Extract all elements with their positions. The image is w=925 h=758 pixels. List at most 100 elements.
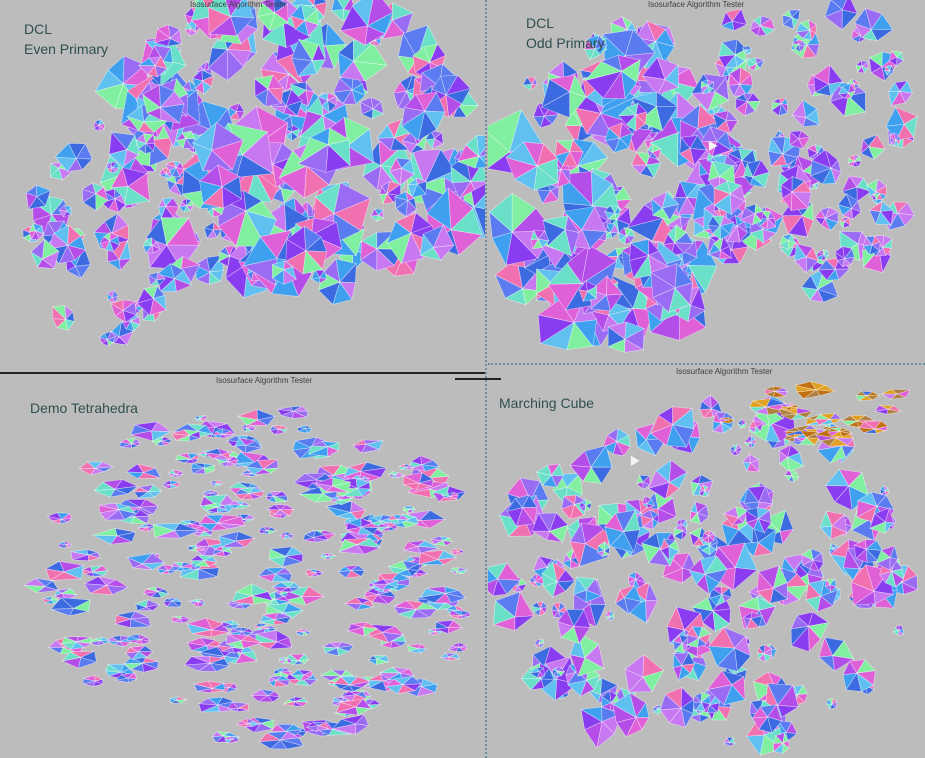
isosurface-render[interactable]: [488, 367, 925, 758]
isosurface-facet: [387, 514, 410, 525]
isosurface-facet: [370, 514, 399, 529]
isosurface-facet: [814, 206, 839, 232]
isosurface-facet: [772, 732, 790, 755]
isosurface-facet: [742, 611, 764, 630]
pane-divider-horizontal-left[interactable]: [0, 372, 485, 374]
isosurface-facet: [183, 655, 231, 672]
isosurface-facet: [171, 615, 193, 624]
isosurface-facet: [407, 643, 428, 654]
isosurface-facet: [528, 666, 546, 679]
isosurface-facet: [192, 69, 215, 95]
isosurface-facet: [650, 262, 694, 313]
pane-divider-horizontal-right[interactable]: [488, 363, 925, 365]
isosurface-render[interactable]: [488, 0, 925, 363]
isosurface-facet: [308, 441, 340, 457]
isosurface-facet: [889, 132, 901, 146]
isosurface-facet: [728, 66, 754, 97]
isosurface-facet: [367, 655, 390, 666]
isosurface-facet: [258, 731, 305, 750]
isosurface-facet: [114, 610, 151, 628]
isosurface-facet: [635, 474, 651, 490]
isosurface-facet: [329, 495, 354, 506]
isosurface-facet: [285, 225, 328, 275]
isosurface-facet: [869, 506, 895, 535]
isosurface-facet: [451, 567, 469, 574]
isosurface-facet: [193, 415, 208, 422]
isosurface-facet: [780, 175, 812, 212]
isosurface-facet: [297, 127, 351, 173]
isosurface-facet: [837, 82, 856, 99]
isosurface-facet: [853, 7, 894, 42]
isosurface-facet: [47, 224, 87, 265]
isosurface-facet: [584, 34, 608, 61]
isosurface-facet: [278, 531, 294, 539]
isosurface-facet: [771, 97, 789, 117]
isosurface-facet: [175, 453, 200, 464]
isosurface-facet: [303, 529, 329, 543]
isosurface-facet: [22, 577, 60, 594]
pane-label-line-2: Even Primary: [24, 41, 109, 57]
isosurface-facet: [271, 581, 302, 593]
isosurface-facet: [227, 701, 250, 713]
isosurface-facet: [156, 564, 177, 575]
isosurface-facet: [551, 601, 567, 619]
isosurface-facet: [650, 191, 680, 221]
isosurface-facet: [389, 157, 415, 186]
isosurface-facet: [228, 500, 251, 509]
isosurface-facet: [385, 675, 422, 695]
isosurface-facet: [885, 106, 919, 141]
isosurface-render[interactable]: [0, 376, 485, 758]
pane-divider-handle[interactable]: [455, 378, 501, 380]
viewport-dcl-odd-primary[interactable]: Isosurface Algorithm Tester DCL Odd Prim…: [488, 0, 925, 363]
isosurface-facet: [647, 459, 688, 500]
isosurface-facet: [879, 558, 905, 588]
isosurface-facet: [530, 512, 569, 543]
isosurface-facet: [554, 139, 584, 168]
isosurface-facet: [58, 204, 72, 218]
viewport-dcl-even-primary[interactable]: Isosurface Algorithm Tester DCL Even Pri…: [0, 0, 485, 372]
isosurface-facet: [133, 484, 163, 499]
isosurface-render[interactable]: [0, 0, 485, 372]
isosurface-facet: [793, 243, 819, 274]
isosurface-facet: [257, 526, 278, 534]
isosurface-facet: [440, 492, 460, 499]
isosurface-facet: [540, 74, 587, 119]
isosurface-facet: [764, 386, 788, 398]
isosurface-facet: [222, 620, 240, 630]
isosurface-facet: [780, 403, 800, 411]
isosurface-facet: [185, 617, 230, 638]
isosurface-facet: [604, 122, 633, 154]
isosurface-facet: [795, 19, 817, 41]
isosurface-facet: [290, 669, 313, 682]
window-title: Isosurface Algorithm Tester: [216, 376, 313, 385]
isosurface-facet: [719, 416, 735, 424]
isosurface-facet: [557, 608, 591, 645]
isosurface-facet: [398, 463, 415, 471]
isosurface-facet: [868, 200, 894, 226]
viewport-demo-tetrahedra[interactable]: Isosurface Algorithm Tester Demo Tetrahe…: [0, 376, 485, 758]
isosurface-facet: [815, 250, 830, 261]
isosurface-facet: [723, 506, 749, 526]
isosurface-facet: [794, 381, 835, 400]
isosurface-facet: [254, 74, 284, 108]
isosurface-facet: [30, 238, 60, 270]
isosurface-facet: [387, 471, 405, 478]
isosurface-facet: [541, 561, 576, 598]
window-title: Isosurface Algorithm Tester: [190, 0, 287, 9]
isosurface-facet: [837, 193, 862, 221]
isosurface-facet: [299, 486, 338, 503]
isosurface-facet: [818, 636, 855, 672]
isosurface-facet: [93, 479, 139, 498]
viewport-marching-cube[interactable]: Isosurface Algorithm Tester Marching Cub…: [488, 367, 925, 758]
isosurface-facet: [125, 463, 162, 480]
isosurface-facet: [883, 64, 895, 76]
isosurface-facet: [346, 621, 379, 637]
isosurface-facet: [188, 598, 205, 608]
isosurface-facet: [744, 507, 772, 534]
isosurface-facet: [707, 215, 735, 241]
isosurface-facet: [126, 633, 152, 645]
isosurface-facet: [743, 435, 756, 449]
isosurface-facet: [401, 91, 446, 142]
isosurface-facet: [337, 564, 366, 579]
isosurface-facet: [749, 15, 776, 37]
